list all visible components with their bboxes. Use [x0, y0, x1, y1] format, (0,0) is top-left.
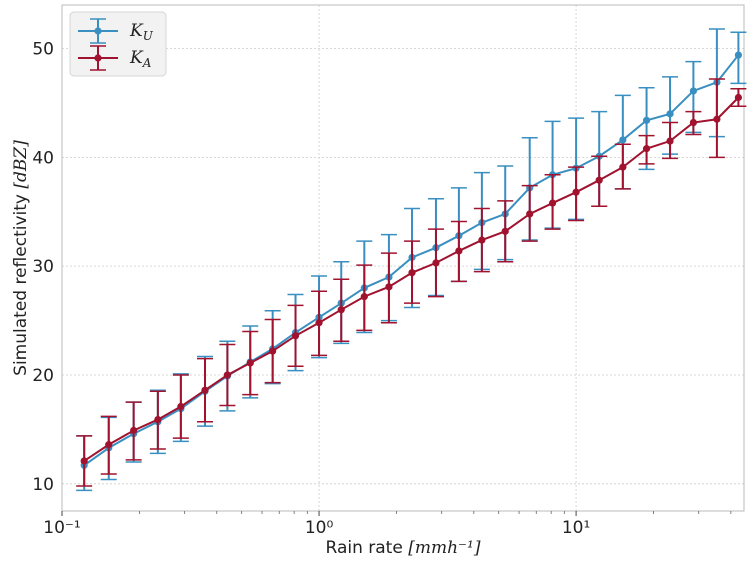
series-ka	[76, 78, 747, 487]
legend-label-ka: KA	[129, 48, 152, 70]
data-point	[455, 247, 463, 255]
data-point	[130, 426, 138, 435]
data-point	[642, 145, 651, 153]
data-point	[595, 176, 603, 184]
y-tick-label: 20	[32, 366, 54, 386]
data-point	[734, 51, 743, 59]
data-point	[548, 199, 557, 207]
y-axis-label-text: Simulated reflectivity	[11, 189, 31, 376]
data-point	[269, 347, 277, 355]
data-point	[291, 332, 300, 340]
x-tick-label: 10¹	[562, 518, 590, 538]
data-point	[501, 227, 509, 235]
data-point	[526, 210, 534, 218]
data-point	[154, 415, 162, 424]
x-tick-label: 10⁰	[305, 518, 334, 538]
y-axis-label: Simulated reflectivity [dBZ]	[11, 140, 31, 376]
y-tick-label: 50	[32, 40, 54, 60]
legend-swatch-marker	[94, 54, 102, 62]
data-point	[337, 306, 345, 314]
x-axis-label: Rain rate [mmh⁻¹]	[326, 538, 481, 558]
legend-swatch-ka	[78, 45, 118, 71]
data-point	[360, 293, 368, 301]
data-point	[713, 115, 721, 123]
legend-label-ka-sub: A	[142, 56, 152, 70]
data-point	[315, 319, 323, 327]
legend-entry-ka: KA	[78, 45, 152, 71]
data-point	[223, 371, 231, 379]
y-tick-label: 40	[32, 148, 54, 168]
data-point	[734, 93, 743, 102]
data-point	[619, 136, 627, 144]
legend-label-ka-main: K	[129, 48, 144, 68]
legend-box	[69, 11, 167, 77]
x-axis-label-text: Rain rate	[326, 538, 409, 558]
data-point	[201, 386, 209, 394]
legend-entry-ku: KU	[78, 18, 154, 44]
data-point	[246, 359, 254, 367]
data-point	[666, 110, 674, 118]
data-point	[478, 236, 486, 244]
axis-ticks: 10 20 30 40 50 10⁻¹ 10⁰ 10¹	[32, 40, 732, 538]
data-point	[177, 402, 185, 411]
x-axis-label-unit: [mmh⁻¹]	[408, 538, 481, 558]
data-point	[642, 116, 651, 124]
plot-frame	[61, 4, 745, 512]
data-point	[80, 457, 88, 465]
data-point	[572, 188, 580, 196]
data-point	[689, 118, 698, 127]
data-point	[105, 441, 113, 449]
legend-label-ku-main: K	[129, 21, 144, 41]
data-point	[666, 137, 674, 145]
y-axis-label-unit: [dBZ]	[11, 140, 31, 189]
legend-label-ku: KU	[129, 21, 154, 43]
data-point	[408, 269, 416, 277]
legend-swatch-marker	[94, 27, 102, 35]
data-point	[432, 259, 440, 267]
series-group	[76, 28, 747, 492]
legend-label-ku-sub: U	[143, 29, 154, 43]
y-tick-label: 30	[32, 257, 54, 277]
legend-swatch-ku	[78, 18, 118, 44]
data-point	[689, 87, 698, 95]
x-tick-label: 10⁻¹	[43, 518, 80, 538]
y-tick-label: 10	[32, 475, 54, 495]
legend: KU KA	[69, 11, 167, 77]
data-point	[619, 163, 627, 171]
data-point	[385, 283, 393, 291]
